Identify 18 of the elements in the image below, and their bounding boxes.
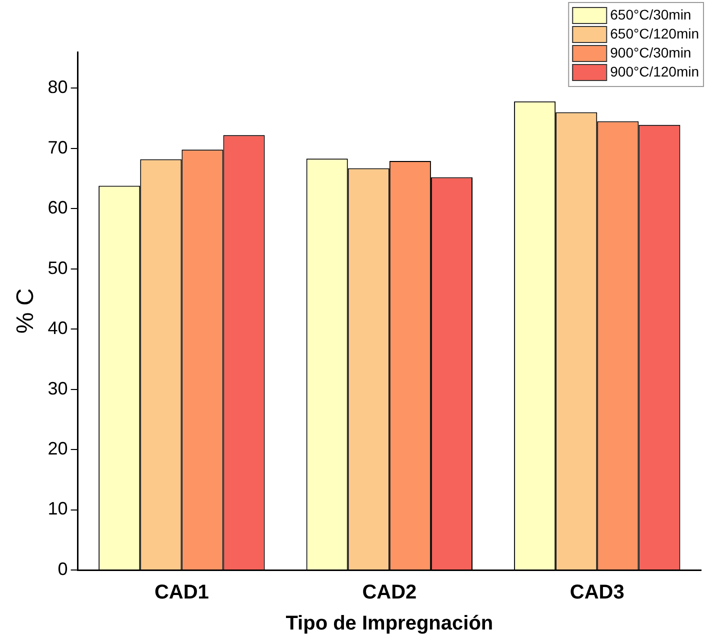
y-tick-label: 60 [48, 198, 68, 218]
y-tick-label: 20 [48, 438, 68, 459]
y-tick-label: 40 [48, 318, 68, 338]
legend-label: 650°C/120min [610, 25, 699, 42]
x-axis-title: Tipo de Impregnación [286, 612, 494, 635]
y-tick-label: 10 [48, 498, 68, 519]
legend-label: 650°C/30min [610, 6, 692, 22]
y-tick-label: 70 [48, 137, 68, 158]
x-tick-label: CAD3 [570, 582, 624, 604]
y-tick-label: 30 [48, 378, 68, 398]
x-tick-label: CAD2 [362, 582, 417, 604]
legend-label: 900°C/120min [610, 63, 699, 80]
y-tick-label: 80 [48, 77, 68, 98]
y-tick-label: 50 [48, 258, 68, 278]
y-axis-title: % C [12, 288, 40, 334]
legend-label: 900°C/30min [610, 44, 692, 60]
y-tick-label: 0 [58, 558, 68, 579]
x-tick-label: CAD1 [154, 582, 209, 604]
